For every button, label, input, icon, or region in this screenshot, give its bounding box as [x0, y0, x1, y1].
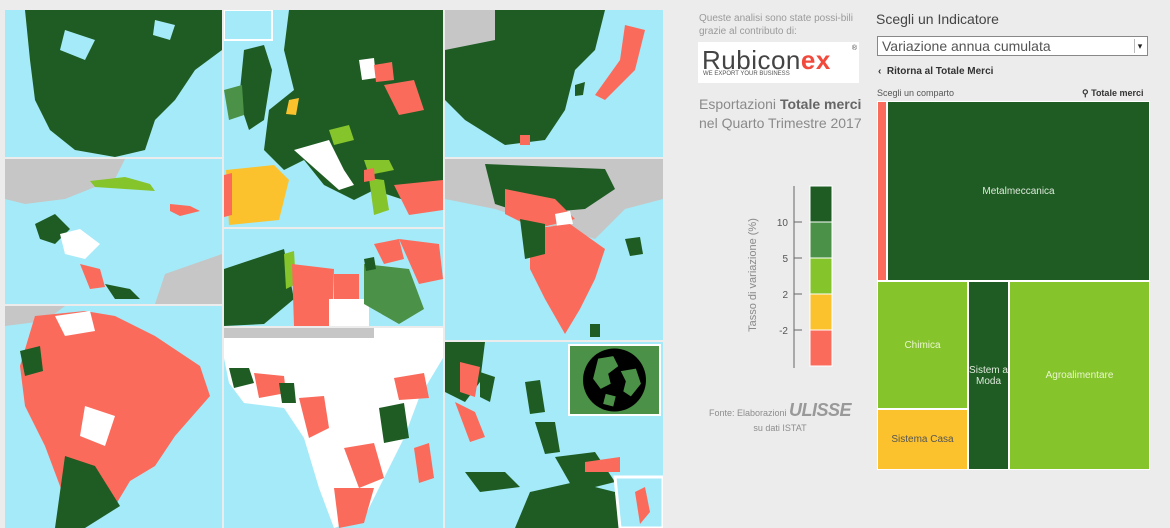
map-southeast-asia[interactable]	[445, 342, 663, 528]
rubiconex-logo[interactable]: Rubiconex ® WE EXPORT YOUR BUSINESS	[698, 42, 859, 83]
treemap-cell-chimica[interactable]: Chimica	[877, 281, 968, 409]
dropdown-arrow-icon: ▾	[1134, 39, 1145, 53]
legend-tick-label: -2	[779, 326, 788, 337]
indicator-select[interactable]: Variazione annua cumulata ▾	[877, 36, 1148, 56]
legend-tick-label: 5	[782, 254, 788, 265]
indicator-title: Scegli un Indicatore	[876, 11, 999, 27]
sector-treemap: Metalmeccanica Chimica Sistem a Moda Agr…	[877, 101, 1150, 470]
logo-tagline: WE EXPORT YOUR BUSINESS	[703, 71, 790, 77]
treemap-cell-sistema-moda[interactable]: Sistem a Moda	[968, 281, 1009, 470]
legend-swatches	[809, 185, 833, 367]
map-east-asia[interactable]	[445, 10, 663, 157]
treemap-cell-agroalimentare[interactable]: Agroalimentare	[1009, 281, 1150, 470]
map-central-america[interactable]	[5, 159, 222, 304]
legend-swatch	[809, 293, 833, 331]
legend-swatch	[809, 221, 833, 259]
treemap-cell-metalmeccanica[interactable]: Metalmeccanica	[887, 101, 1150, 281]
legend-tick-label: 2	[782, 290, 788, 301]
globe-icon	[583, 348, 646, 412]
map-europe[interactable]	[224, 10, 443, 227]
world-button[interactable]	[568, 344, 661, 416]
total-label[interactable]: ⚲ Totale merci	[1082, 88, 1144, 98]
map-mosaic	[5, 10, 663, 528]
map-mena[interactable]	[224, 229, 443, 326]
ulisse-logo[interactable]: ULISSE	[789, 400, 852, 420]
color-legend: Tasso di variazione (%) 10 5 2 -2	[747, 185, 833, 368]
legend-tick-label: 10	[777, 218, 789, 229]
legend-swatch	[809, 185, 833, 223]
sponsor-text: Queste analisi sono state possi-bili gra…	[699, 13, 853, 37]
treemap-cell-small-red[interactable]	[877, 101, 887, 281]
map-south-america[interactable]	[5, 306, 222, 528]
source-line: Fonte: Elaborazioni ULISSE	[708, 400, 852, 420]
map-south-asia[interactable]	[445, 159, 663, 340]
treemap-cell-sistema-casa[interactable]: Sistema Casa	[877, 409, 968, 470]
legend-ticks: 10 5 2 -2	[777, 218, 802, 337]
source-suffix: su dati ISTAT	[753, 423, 807, 433]
map-africa[interactable]	[224, 328, 443, 528]
legend-swatch	[809, 329, 833, 367]
chevron-left-icon: ‹	[878, 66, 882, 77]
logo-wordmark: Rubiconex	[702, 45, 831, 75]
pin-icon: ⚲	[1082, 88, 1089, 98]
indicator-select-value: Variazione annua cumulata	[882, 38, 1051, 54]
export-title: Esportazioni Totale merci nel Quarto Tri…	[699, 96, 862, 131]
map-north-america[interactable]	[5, 10, 222, 157]
logo-registered: ®	[851, 45, 857, 52]
comparto-label: Scegli un comparto	[877, 88, 955, 98]
legend-axis-label: Tasso di variazione (%)	[747, 218, 759, 332]
legend-swatch	[809, 257, 833, 295]
back-to-total-link[interactable]: ‹ Ritorna al Totale Merci	[878, 66, 994, 77]
